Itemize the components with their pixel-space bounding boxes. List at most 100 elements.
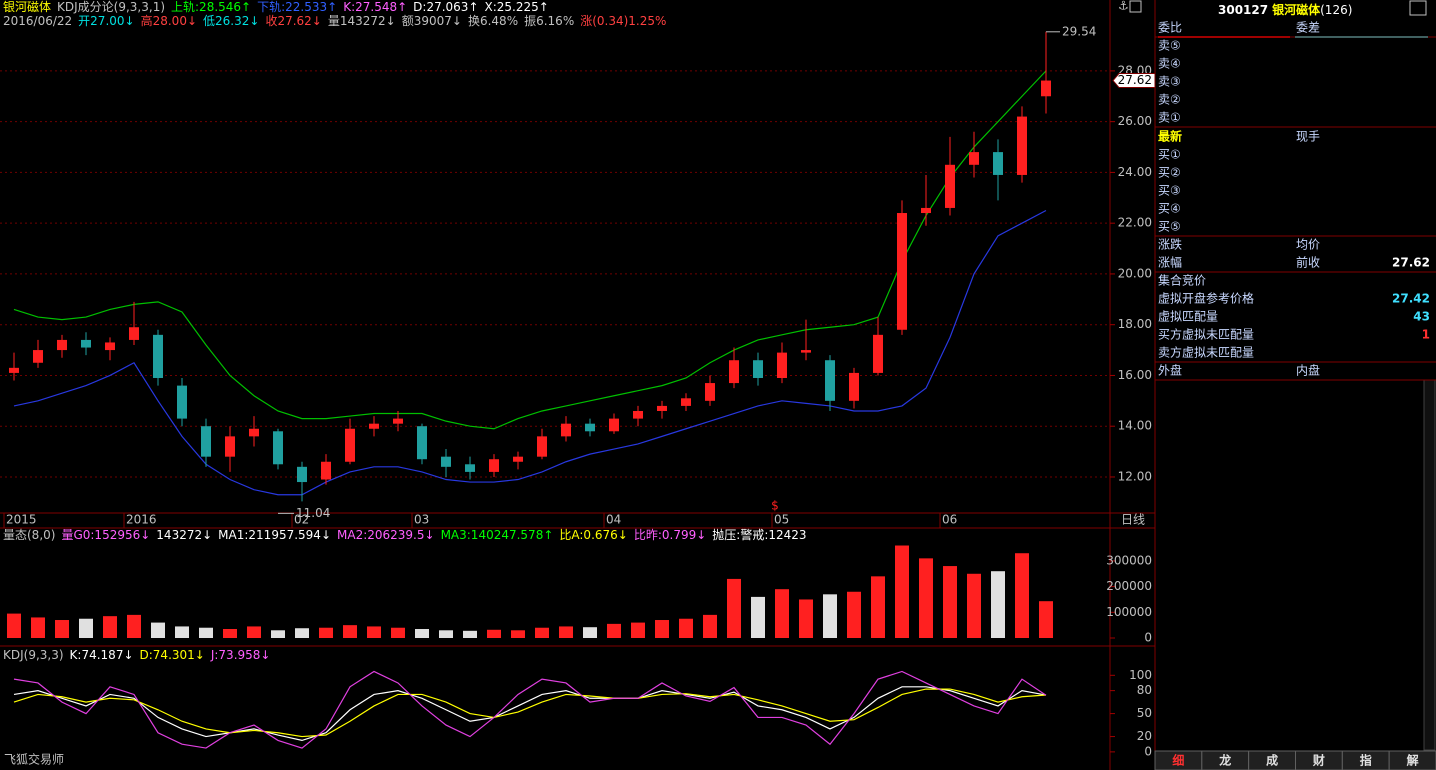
tab-label[interactable]: 龙 <box>1219 753 1231 768</box>
info-item: 收27.62↓ <box>265 14 321 28</box>
volume-bar <box>271 630 285 638</box>
price-tag-label: 27.62 <box>1118 73 1152 87</box>
info-item: 比A:0.676↓ <box>559 528 627 542</box>
volume-bar <box>175 626 189 638</box>
row-value: 1 <box>1422 328 1430 342</box>
info-item: 2016/06/22 <box>3 14 72 28</box>
anchor-icon[interactable]: ⚓ <box>1118 0 1129 13</box>
volume-bar <box>1015 553 1029 638</box>
y-tick-label: 22.00 <box>1118 216 1152 230</box>
candle-body <box>921 207 931 214</box>
row-label: 集合竞价 <box>1158 273 1206 288</box>
candle-body <box>9 367 19 373</box>
info-item: X:25.225↑ <box>485 0 549 14</box>
band-line <box>13 209 1047 496</box>
tab-label[interactable]: 财 <box>1312 753 1325 768</box>
main-chart: 12.00 14.00 16.00 18.00 20.00 22.00 24.00 26.00… <box>0 24 1156 528</box>
candle-body <box>537 436 547 457</box>
window-button[interactable] <box>1129 0 1142 13</box>
info-item: K:27.548↑ <box>343 0 407 14</box>
volume-bar <box>199 627 213 638</box>
candle-body <box>417 426 427 460</box>
y-tick-label: 26.00 <box>1118 114 1152 128</box>
info-item: D:27.063↑ <box>413 0 478 14</box>
info-item: 低26.32↓ <box>203 14 259 28</box>
info-item: 量143272↓ <box>328 14 396 28</box>
info-item: 143272↓ <box>156 528 212 542</box>
row-label: 买④ <box>1158 202 1181 216</box>
row-value: 27.42 <box>1392 292 1430 306</box>
info-item: K:74.187↓ <box>70 648 134 662</box>
info-item: KDJ成分论(9,3,3,1) <box>57 0 165 14</box>
kdj-line <box>13 688 1047 738</box>
candle-body <box>177 385 187 419</box>
candle-body <box>81 339 91 348</box>
annotation: 29.54 <box>1062 24 1096 38</box>
info-item: 换6.48% <box>468 14 518 28</box>
candle-body <box>369 423 379 429</box>
tab-label[interactable]: 细 <box>1172 753 1184 768</box>
volume-bar <box>415 629 429 638</box>
row-label: 涨幅 <box>1158 255 1182 270</box>
info-item: 量G0:152956↓ <box>61 528 150 542</box>
volume-bar <box>295 628 309 638</box>
volume-bar <box>463 630 477 638</box>
info-line: 银河磁体 KDJ成分论(9,3,3,1) 上轨:28.546↑ 下轨:22.533↑ K… <box>3 0 549 14</box>
volume-bar <box>31 617 45 638</box>
row-label: 卖④ <box>1158 57 1181 71</box>
candle-body <box>465 464 475 472</box>
row-label: 买③ <box>1158 184 1181 198</box>
y-tick-label: 50 <box>1137 706 1152 720</box>
y-tick-label: 20 <box>1137 729 1152 743</box>
info-item: 振6.16% <box>524 14 574 28</box>
candle-body <box>849 372 859 401</box>
x-tick-label: 02 <box>294 513 309 527</box>
candle-body <box>585 423 595 432</box>
row-label: 内盘 <box>1296 363 1320 378</box>
info-item: 开27.00↓ <box>78 14 134 28</box>
volume-bar <box>367 626 381 638</box>
volume-bar <box>343 625 357 638</box>
info-item: 比昨:0.799↓ <box>634 528 706 542</box>
candle-body <box>345 428 355 462</box>
volume-bar <box>583 627 597 638</box>
stock-name: 银河磁体 <box>1272 2 1321 17</box>
info-item: 量态(8,0) <box>3 528 55 542</box>
candle-body <box>873 334 883 373</box>
volume-bar <box>823 594 837 638</box>
tab-label[interactable]: 成 <box>1266 753 1278 768</box>
info-item: D:74.301↓ <box>140 648 205 662</box>
volume-bar <box>967 573 981 638</box>
y-tick-label: 16.00 <box>1118 368 1152 382</box>
tab-label[interactable]: 指 <box>1360 753 1372 768</box>
band-line <box>13 70 1047 430</box>
volume-bar <box>895 545 909 638</box>
tab-label[interactable]: 解 <box>1407 753 1419 768</box>
candle-body <box>297 466 307 483</box>
volume-bar <box>751 596 765 638</box>
row-label: 卖② <box>1158 93 1181 107</box>
candle-body <box>393 418 403 424</box>
info-line: 2016/06/22 开27.00↓ 高28.00↓ 低26.32↓ 收27.62↓ 量1… <box>3 13 666 28</box>
y-tick-label: 100 <box>1129 668 1152 682</box>
x-tick-label: 04 <box>606 513 621 527</box>
info-item: MA3:140247.578↑ <box>441 528 554 542</box>
row-label: 卖③ <box>1158 75 1181 89</box>
volume-chart: 0 100000 200000 300000 <box>7 545 1152 645</box>
scrollbar[interactable] <box>1423 379 1436 751</box>
volume-bar <box>7 613 21 638</box>
candle-body <box>657 405 667 411</box>
candle-body <box>897 213 907 330</box>
volume-bar <box>919 558 933 638</box>
volume-bar <box>79 618 93 638</box>
info-item: 高28.00↓ <box>141 13 197 28</box>
window-button[interactable] <box>1409 0 1427 16</box>
row-label: 外盘 <box>1158 363 1182 378</box>
volume-bar <box>847 591 861 638</box>
info-item: MA2:206239.5↓ <box>337 528 435 542</box>
